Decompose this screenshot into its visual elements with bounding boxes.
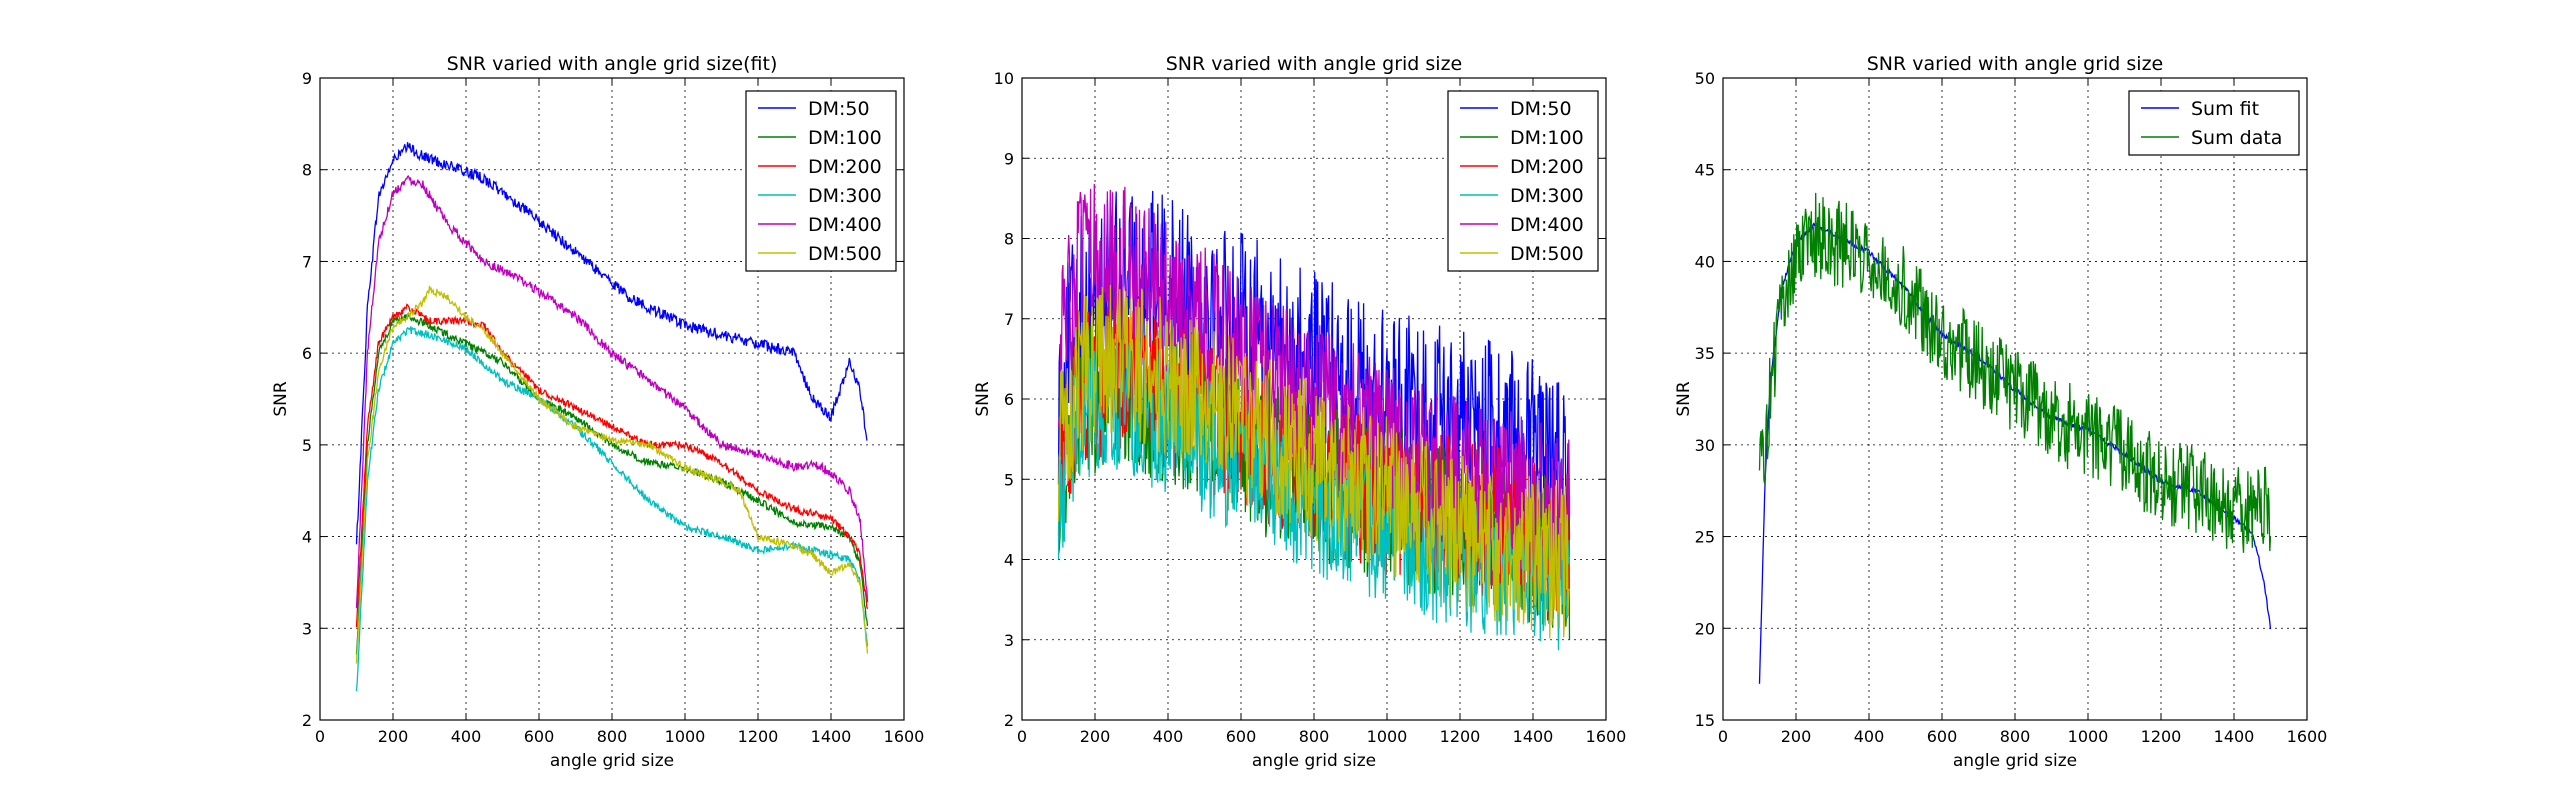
chart-2: 0 200 400 600 800 1000 1200 1400 1600 2 3 4 5 6 7 8 9 10 S… (973, 53, 1626, 771)
y-tick-label: 6 (1004, 390, 1014, 409)
y-tick-label: 30 (1695, 436, 1715, 455)
x-tick-label: 1600 (1586, 727, 1627, 746)
y-tick-label: 2 (302, 711, 312, 730)
y-tick-label: 4 (302, 528, 312, 547)
legend-label: DM:50 (808, 98, 870, 120)
series-line-sum-fit (1758, 221, 2272, 684)
legend-label: DM:400 (808, 214, 882, 236)
x-tick-label: 0 (1718, 727, 1728, 746)
chart-title: SNR varied with angle grid size (1867, 53, 2163, 75)
x-tick-label: 200 (1781, 727, 1812, 746)
x-tick-label: 800 (2000, 727, 2031, 746)
y-tick-label: 20 (1695, 619, 1715, 638)
y-tick-label: 7 (1004, 310, 1014, 329)
y-axis-label: SNR (973, 381, 993, 417)
legend-label: DM:200 (808, 156, 882, 178)
y-tick-label: 8 (302, 161, 312, 180)
x-tick-label: 1600 (884, 727, 925, 746)
x-tick-label: 200 (1080, 727, 1111, 746)
x-tick-label: 1000 (665, 727, 706, 746)
x-tick-label: 600 (1927, 727, 1958, 746)
legend-label: DM:100 (1510, 127, 1584, 149)
x-tick-label: 0 (315, 727, 325, 746)
y-tick-label: 50 (1695, 69, 1715, 88)
series-line-sum-data (1758, 192, 2272, 553)
legend-label: DM:300 (808, 185, 882, 207)
x-tick-label: 1400 (811, 727, 852, 746)
series-line-dm-300 (1057, 331, 1571, 651)
legend: DM:50 DM:100 DM:200 DM:300 DM:400 DM:500 (1447, 90, 1599, 272)
y-tick-label: 9 (302, 69, 312, 88)
series-line-dm-200 (355, 303, 869, 628)
legend-label: DM:500 (1510, 243, 1584, 265)
y-tick-label: 6 (302, 344, 312, 363)
y-tick-label: 15 (1695, 711, 1715, 730)
chart-1: 0 200 400 600 800 1000 1200 1400 1600 2 3 4 5 6 7 8 9 SNR… (271, 53, 924, 771)
legend-label: DM:500 (808, 243, 882, 265)
x-tick-label: 1400 (1513, 727, 1554, 746)
legend-box (2128, 90, 2300, 156)
series-line-dm-100 (355, 313, 869, 655)
legend: Sum fit Sum data (2128, 90, 2300, 156)
y-tick-label: 2 (1004, 711, 1014, 730)
y-tick-label: 9 (1004, 149, 1014, 168)
y-axis-label: SNR (1674, 381, 1694, 417)
x-tick-label: 600 (1226, 727, 1257, 746)
x-tick-label: 1000 (2068, 727, 2109, 746)
y-tick-label: 25 (1695, 528, 1715, 547)
legend-label: DM:300 (1510, 185, 1584, 207)
y-tick-label: 8 (1004, 230, 1014, 249)
legend-box (745, 90, 897, 272)
y-tick-label: 3 (1004, 631, 1014, 650)
series-line-dm-300 (355, 325, 869, 692)
y-tick-label: 10 (994, 69, 1014, 88)
x-tick-label: 1200 (738, 727, 779, 746)
x-tick-label: 400 (1153, 727, 1184, 746)
legend-label: DM:50 (1510, 98, 1572, 120)
chart-title: SNR varied with angle grid size(fit) (447, 53, 778, 75)
legend-label: DM:100 (808, 127, 882, 149)
x-axis-label: angle grid size (1252, 751, 1376, 771)
y-tick-label: 5 (302, 436, 312, 455)
legend-label: Sum fit (2191, 98, 2259, 120)
x-tick-label: 400 (451, 727, 482, 746)
legend-label: DM:200 (1510, 156, 1584, 178)
series-line-dm-400 (355, 175, 869, 609)
legend-label: DM:400 (1510, 214, 1584, 236)
series-line-dm-400 (1057, 183, 1571, 588)
x-tick-label: 1600 (2287, 727, 2328, 746)
x-tick-label: 400 (1854, 727, 1885, 746)
y-tick-label: 3 (302, 619, 312, 638)
y-tick-label: 35 (1695, 344, 1715, 363)
legend-box (1447, 90, 1599, 272)
x-tick-label: 1200 (2141, 727, 2182, 746)
y-tick-label: 45 (1695, 161, 1715, 180)
chart-title: SNR varied with angle grid size (1166, 53, 1462, 75)
x-tick-label: 1000 (1367, 727, 1408, 746)
x-axis-label: angle grid size (1953, 751, 2077, 771)
legend: DM:50 DM:100 DM:200 DM:300 DM:400 DM:500 (745, 90, 897, 272)
y-tick-label: 7 (302, 252, 312, 271)
x-tick-label: 800 (1299, 727, 1330, 746)
y-tick-label: 40 (1695, 252, 1715, 271)
x-tick-label: 0 (1017, 727, 1027, 746)
chart-3: 0 200 400 600 800 1000 1200 1400 1600 15 20 25 30 35 4… (1674, 53, 2327, 771)
y-tick-label: 4 (1004, 551, 1014, 570)
y-axis-label: SNR (271, 381, 291, 417)
x-tick-label: 200 (378, 727, 409, 746)
x-axis-label: angle grid size (550, 751, 674, 771)
legend-label: Sum data (2191, 127, 2282, 149)
x-tick-label: 600 (524, 727, 555, 746)
series-line-dm-50 (355, 142, 868, 545)
series-line-dm-500 (355, 285, 869, 664)
x-tick-label: 1400 (2214, 727, 2255, 746)
y-tick-label: 5 (1004, 470, 1014, 489)
x-tick-label: 1200 (1440, 727, 1481, 746)
x-tick-label: 800 (597, 727, 628, 746)
series-line-dm-500 (1057, 284, 1571, 639)
